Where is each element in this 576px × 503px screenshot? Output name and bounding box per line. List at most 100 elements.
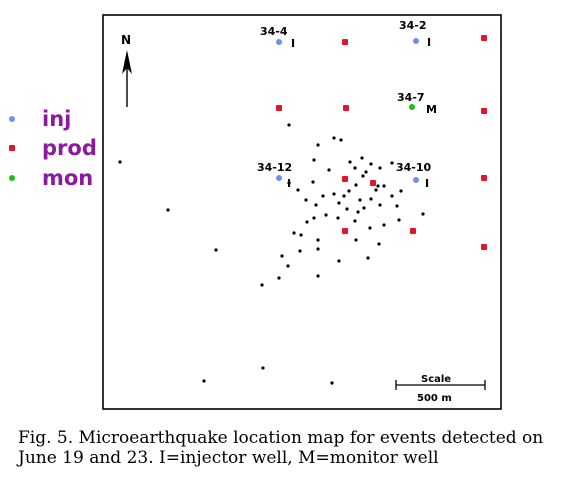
legend-monitor-label: mon — [42, 166, 93, 190]
well-type-label: M — [426, 103, 437, 116]
legend-producer-label: prod — [42, 136, 97, 160]
earthquake-event — [316, 274, 320, 278]
earthquake-event — [347, 189, 351, 193]
earthquake-event — [332, 192, 336, 196]
well-name-label: 34-2 — [399, 19, 427, 32]
figure-caption: Fig. 5. Microearthquake location map for… — [18, 428, 568, 468]
earthquake-event — [311, 180, 315, 184]
earthquake-event — [321, 194, 325, 198]
well-name-label: 34-12 — [257, 161, 292, 174]
earthquake-event — [298, 249, 302, 253]
earthquake-events — [118, 123, 425, 385]
earthquake-event — [214, 248, 218, 252]
earthquake-event — [378, 166, 382, 170]
map-frame — [102, 14, 502, 410]
scale-label: Scale — [421, 374, 451, 385]
producer-well — [342, 39, 348, 45]
producer-well — [342, 176, 348, 182]
earthquake-event — [376, 184, 380, 188]
producer-well — [481, 35, 487, 41]
legend-monitor-marker — [9, 175, 15, 181]
monitor-well-marker — [409, 104, 415, 110]
well-name-label: 34-10 — [396, 161, 432, 174]
earthquake-event — [382, 184, 386, 188]
legend-injector-marker — [9, 116, 15, 122]
earthquake-event — [261, 366, 265, 370]
north-label: N — [121, 33, 131, 47]
earthquake-event — [382, 223, 386, 227]
earthquake-event — [399, 189, 403, 193]
earthquake-event — [378, 203, 382, 207]
earthquake-event — [356, 210, 360, 214]
earthquake-event — [327, 168, 331, 172]
well-type-label: I — [287, 177, 291, 190]
earthquake-event — [287, 181, 291, 185]
earthquake-event — [354, 238, 358, 242]
earthquake-event — [337, 201, 341, 205]
legend-injector-label: inj — [42, 107, 71, 131]
caption-line-2: June 19 and 23. I=injector well, M=monit… — [18, 448, 439, 468]
earthquake-event — [421, 212, 425, 216]
earthquake-event — [202, 379, 206, 383]
injector-well-marker — [413, 177, 419, 183]
earthquake-event — [354, 183, 358, 187]
earthquake-event — [342, 194, 346, 198]
earthquake-event — [305, 220, 309, 224]
earthquake-event — [312, 216, 316, 220]
earthquake-event — [316, 247, 320, 251]
earthquake-event — [277, 276, 281, 280]
well-34-12: 34-12 I — [257, 161, 292, 190]
caption-line-1: Fig. 5. Microearthquake location map for… — [18, 428, 544, 448]
earthquake-event — [395, 204, 399, 208]
injector-well-marker — [276, 39, 282, 45]
earthquake-event — [362, 206, 366, 210]
earthquake-event — [364, 170, 368, 174]
producer-well — [342, 228, 348, 234]
well-name-label: 34-4 — [260, 25, 288, 38]
earthquake-event — [312, 158, 316, 162]
earthquake-event — [353, 219, 357, 223]
earthquake-event — [358, 198, 362, 202]
north-arrow-head — [122, 50, 132, 74]
earthquake-event — [377, 242, 381, 246]
producer-wells — [276, 35, 487, 250]
earthquake-event — [366, 256, 370, 260]
earthquake-event — [296, 188, 300, 192]
earthquake-event — [369, 197, 373, 201]
producer-well — [410, 228, 416, 234]
well-name-label: 34-7 — [397, 91, 425, 104]
producer-well — [481, 244, 487, 250]
well-type-label: I — [425, 177, 429, 190]
earthquake-event — [361, 174, 365, 178]
producer-well — [370, 180, 376, 186]
well-34-10: 34-10 I — [396, 161, 432, 190]
earthquake-event — [397, 218, 401, 222]
earthquake-event — [345, 207, 349, 211]
earthquake-event — [348, 160, 352, 164]
earthquake-event — [299, 233, 303, 237]
earthquake-event — [369, 162, 373, 166]
earthquake-event — [324, 213, 328, 217]
earthquake-event — [280, 254, 284, 258]
producer-well — [276, 105, 282, 111]
earthquake-event — [339, 138, 343, 142]
well-34-2: 34-2I — [399, 19, 431, 49]
earthquake-event — [260, 283, 264, 287]
producer-well — [481, 175, 487, 181]
earthquake-event — [166, 208, 170, 212]
scale-distance: 500 m — [417, 393, 452, 404]
scale-bar: Scale 500 m — [395, 374, 486, 404]
legend: inj prod mon — [9, 107, 97, 190]
earthquake-event — [368, 226, 372, 230]
earthquake-event — [118, 160, 122, 164]
earthquake-event — [287, 123, 291, 127]
north-arrow: N — [121, 33, 132, 107]
legend-producer-marker — [9, 145, 15, 151]
well-type-label: I — [291, 37, 295, 50]
producer-well — [343, 105, 349, 111]
earthquake-event — [360, 156, 364, 160]
injector-well-marker — [276, 175, 282, 181]
well-34-7: 34-7M — [397, 91, 437, 116]
